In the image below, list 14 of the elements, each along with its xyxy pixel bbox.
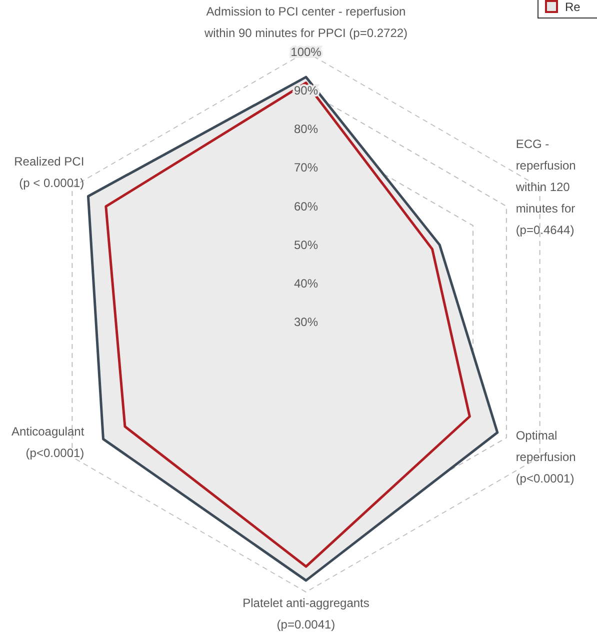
y-tick-label: 40% (294, 276, 318, 290)
spoke-label: Platelet anti-aggregants (p=0.0041) (242, 596, 370, 632)
spoke-label: Realized PCI (p < 0.0001) (14, 154, 84, 190)
y-tick-label: 100% (290, 45, 322, 59)
spoke-label: ECG - reperfusion within 120 minutes for (p=0.4644) (514, 137, 576, 237)
legend-label: Re (565, 0, 581, 14)
y-tick-label: 70% (294, 160, 318, 175)
y-tick-label: 50% (294, 238, 318, 252)
y-tick-label: 80% (294, 122, 318, 136)
y-tick-label: 60% (294, 199, 318, 214)
spoke-label: Optimal reperfusion (p<0.0001) (516, 428, 576, 486)
spoke-label: Admission to PCI center - reperfusion within 90 minutes for PPCI (p=0.2722) (203, 4, 408, 40)
spoke-label: Anticoagulant (p<0.0001) (11, 424, 85, 460)
y-tick-label: 30% (294, 315, 318, 329)
